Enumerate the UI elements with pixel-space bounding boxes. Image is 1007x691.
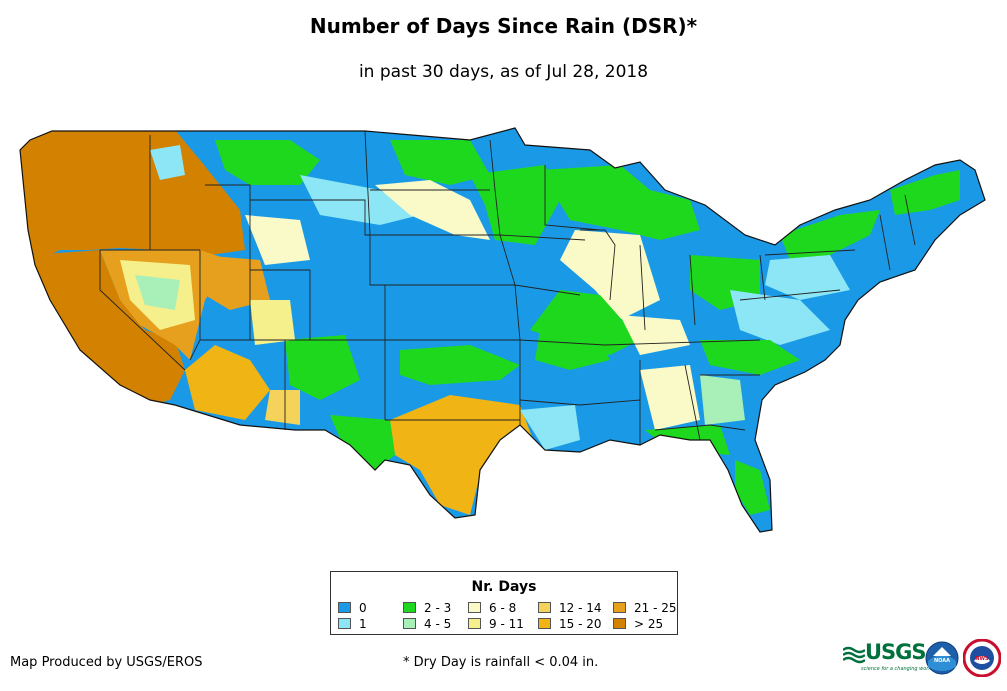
region-2-3-days	[470, 165, 560, 245]
dry-day-footnote: * Dry Day is rainfall < 0.04 in.	[403, 655, 599, 670]
region-9-11-days	[250, 300, 295, 345]
legend-item: 0	[338, 601, 367, 615]
legend-label: 12 - 14	[559, 601, 602, 615]
legend-label: 4 - 5	[424, 617, 452, 631]
region-2-3-days	[535, 330, 610, 370]
legend-item: 2 - 3	[403, 601, 451, 615]
legend-label: 2 - 3	[424, 601, 452, 615]
region-1-days	[730, 290, 830, 345]
legend-swatch	[338, 602, 351, 613]
legend-item: 21 - 25	[613, 601, 677, 615]
region-2-3-days	[540, 165, 700, 240]
noaa-text: NOAA	[934, 658, 950, 664]
legend-swatch	[613, 618, 626, 629]
legend-title: Nr. Days	[471, 579, 537, 595]
region-1-days	[765, 255, 850, 300]
state-boundaries	[99, 130, 916, 445]
legend-swatch	[538, 602, 551, 613]
legend-label: 15 - 20	[559, 617, 602, 631]
region-4-5-days	[135, 275, 180, 310]
region-6-8-days	[620, 315, 690, 355]
nws-logo: NWS	[963, 639, 1001, 677]
region-4-5-days	[700, 375, 745, 425]
region-6-8-days	[560, 230, 660, 320]
region-2-3-days	[735, 460, 770, 515]
legend-swatch	[468, 618, 481, 629]
region-2-3-days	[780, 210, 880, 260]
dsr-regions	[20, 128, 985, 532]
legend-item: 9 - 11	[468, 617, 524, 631]
legend-item: 15 - 20	[538, 617, 602, 631]
region-1-days	[520, 405, 580, 450]
map-credit: Map Produced by USGS/EROS	[10, 655, 203, 670]
region-2-3-days	[285, 335, 360, 400]
map-title: Number of Days Since Rain (DSR)*	[309, 14, 698, 38]
legend-item: 6 - 8	[468, 601, 516, 615]
region-2-3-days	[890, 170, 960, 215]
noaa-logo: NOAA	[925, 641, 959, 675]
legend-label: 1	[359, 617, 367, 631]
legend: Nr. Days 0 1 2 - 3 4 - 5 6 - 8 9 - 11 12 - 14 1…	[330, 571, 678, 635]
legend-swatch	[403, 602, 416, 613]
legend-label: 0	[359, 601, 367, 615]
legend-swatch	[338, 618, 351, 629]
legend-item: > 25	[613, 617, 663, 631]
region-2-3-days	[400, 345, 520, 385]
region-15-20-days	[390, 395, 535, 515]
usgs-wave-icon	[843, 646, 865, 664]
nws-text: NWS	[975, 656, 989, 662]
legend-item: 4 - 5	[403, 617, 451, 631]
region-6-8-days	[375, 180, 490, 240]
region-over-25-days	[30, 250, 185, 405]
region-15-20-days	[185, 345, 270, 420]
legend-swatch	[403, 618, 416, 629]
usgs-wordmark: USGS	[865, 640, 927, 664]
region-over-25-days	[20, 130, 245, 260]
usgs-logo: USGS science for a changing world	[843, 640, 933, 678]
legend-item: 1	[338, 617, 367, 631]
legend-swatch	[468, 602, 481, 613]
map-subtitle: in past 30 days, as of Jul 28, 2018	[358, 62, 649, 82]
legend-label: > 25	[634, 617, 664, 631]
region-21-25-days	[200, 255, 270, 310]
usgs-tagline: science for a changing world	[861, 666, 933, 672]
region-12-14-days	[265, 390, 300, 425]
legend-label: 21 - 25	[634, 601, 677, 615]
region-2-3-days	[215, 140, 320, 185]
legend-label: 6 - 8	[489, 601, 517, 615]
legend-swatch	[613, 602, 626, 613]
legend-label: 9 - 11	[489, 617, 524, 631]
region-6-8-days	[245, 215, 310, 265]
legend-swatch	[538, 618, 551, 629]
region-2-3-days	[330, 415, 395, 470]
region-6-8-days	[640, 365, 700, 430]
region-1-days	[150, 145, 185, 180]
region-2-3-days	[700, 340, 800, 375]
legend-item: 12 - 14	[538, 601, 602, 615]
region-2-3-days	[390, 140, 490, 185]
